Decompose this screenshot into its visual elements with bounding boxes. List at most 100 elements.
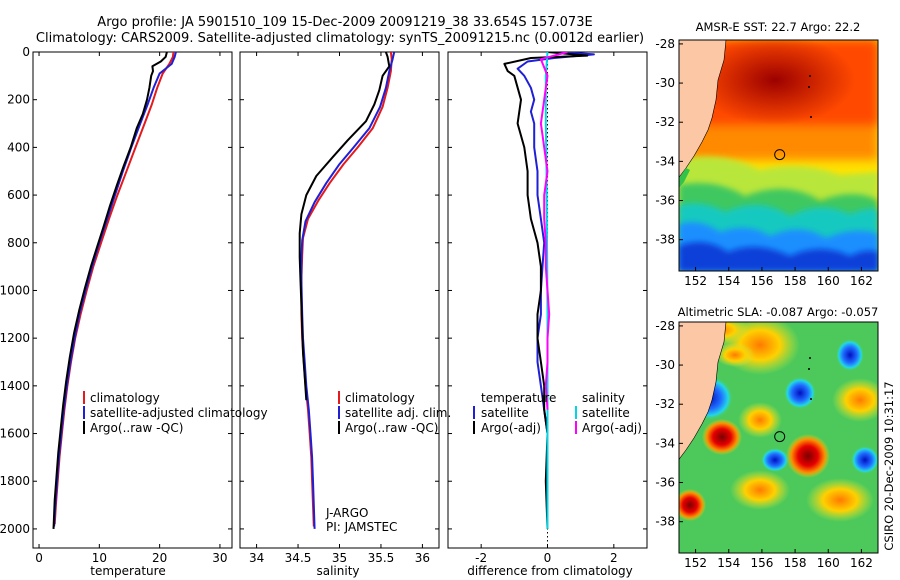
map-y-tick-label: -30: [655, 358, 675, 372]
y-tick-label: 1000: [0, 283, 30, 297]
map-x-tick-label: 156: [750, 556, 773, 570]
map-x-tick-label: 162: [850, 274, 873, 288]
map-x-tick-label: 152: [684, 274, 707, 288]
y-tick-label: 1200: [0, 331, 30, 345]
x-tick-label: 36: [415, 551, 430, 565]
series-line-climatology: [53, 52, 175, 525]
legend-argo: Argo(..raw -QC): [345, 421, 438, 435]
sla-argo-marker: [774, 431, 786, 443]
temperature-legend: climatology satellite-adjusted climatolo…: [83, 391, 268, 435]
legend-sal-argo: Argo(-adj): [582, 421, 642, 435]
difference-ticks: -2 0 2: [448, 51, 647, 565]
map-x-tick-label: 154: [717, 274, 740, 288]
difference-panel: -2 0 2 difference from climatology tempera…: [447, 51, 648, 578]
x-tick-label: 30: [212, 551, 227, 565]
legend-satellite-adj: satellite adj. clim.: [345, 406, 451, 420]
x-tick-label: 34.5: [285, 551, 312, 565]
figure-title-line1: Argo profile: JA 5901510_109 15-Dec-2009…: [97, 15, 592, 30]
y-tick-label: 1600: [0, 427, 30, 441]
salinity-xlabel: salinity: [316, 564, 359, 578]
difference-series: [503, 52, 595, 529]
y-tick-label: 2000: [0, 522, 30, 536]
difference-legend: temperature satellite Argo(-adj) salinit…: [473, 391, 642, 435]
salinity-panel: 34 34.5 35 35.5 36 salinity climatology sate…: [239, 51, 451, 578]
x-tick-label: 35: [332, 551, 347, 565]
map-y-tick-label: -34: [655, 154, 675, 168]
legend-temp-argo: Argo(-adj): [481, 421, 541, 435]
series-line-satellite-adj-clim: [300, 52, 396, 529]
map-y-tick-label: -38: [655, 233, 675, 247]
argo-pi-label: PI: JAMSTEC: [326, 520, 397, 534]
sst-field: [679, 40, 878, 271]
legend-temperature-header: temperature: [481, 391, 556, 405]
y-tick-label: 600: [7, 188, 30, 202]
credit-label: CSIRO 20-Dec-2009 10:31:17: [882, 381, 896, 550]
series-line-temperature-argo-adj: [503, 52, 589, 529]
map-x-tick-label: 152: [684, 556, 707, 570]
map-y-tick-label: -30: [655, 76, 675, 90]
map-y-tick-label: -28: [655, 37, 675, 51]
legend-salinity-header: salinity: [582, 391, 625, 405]
legend-argo: Argo(..raw -QC): [90, 421, 183, 435]
x-tick-label: 10: [92, 551, 107, 565]
series-line-salinity-argo-adj: [539, 52, 568, 410]
y-tick-label: 800: [7, 236, 30, 250]
sst-map-frame: [678, 39, 879, 272]
temperature-series: [52, 52, 177, 529]
map-y-tick-label: -34: [655, 436, 675, 450]
sst-map-ticks: 152 154 156 158 160 162 -28 -30 -32 -34 -36 -38: [655, 37, 872, 288]
legend-climatology: climatology: [345, 391, 415, 405]
map-y-tick-label: -36: [655, 194, 675, 208]
difference-xlabel: difference from climatology: [467, 564, 633, 578]
x-tick-label: 35.5: [368, 551, 395, 565]
salinity-legend: climatology satellite adj. clim. Argo(..…: [338, 391, 451, 435]
legend-temp-satellite: satellite: [481, 406, 529, 420]
map-y-tick-label: -32: [655, 115, 675, 129]
salinity-series: [298, 52, 396, 529]
x-tick-label: -2: [475, 551, 487, 565]
salinity-axes-frame: [239, 51, 440, 549]
legend-satellite-adjusted: satellite-adjusted climatology: [90, 406, 268, 420]
map-x-tick-label: 160: [817, 556, 840, 570]
series-line-satellite-adjusted-climatology: [53, 52, 177, 527]
temperature-axes-frame: [32, 51, 233, 549]
x-tick-label: 2: [610, 551, 618, 565]
temperature-xlabel: temperature: [90, 564, 165, 578]
series-line-argo-raw-qc: [52, 52, 168, 529]
map-y-tick-label: -36: [655, 476, 675, 490]
y-tick-label: 1800: [0, 474, 30, 488]
y-tick-label: 0: [22, 45, 30, 59]
y-tick-label: 400: [7, 140, 30, 154]
series-line-argo-raw-qc: [298, 52, 391, 401]
x-tick-label: 0: [544, 551, 552, 565]
argo-program-label: J-ARGO: [325, 506, 368, 520]
sst-argo-marker: [774, 149, 786, 161]
map-y-tick-label: -28: [655, 319, 675, 333]
map-x-tick-label: 156: [750, 274, 773, 288]
sla-map-frame: [678, 321, 879, 554]
sla-field: [679, 322, 878, 553]
figure-title-line2: Climatology: CARS2009. Satellite-adjuste…: [36, 31, 644, 46]
series-line-climatology: [300, 52, 393, 527]
sla-map: Altimetric SLA: -0.087 Argo: -0.057 152 1…: [655, 305, 879, 570]
x-tick-label: 0: [35, 551, 43, 565]
map-x-tick-label: 158: [784, 274, 807, 288]
sst-map-title: AMSR-E SST: 22.7 Argo: 22.2: [696, 20, 861, 34]
temperature-panel: 0 10 20 30 0 200 400 600 800 1000 1200 1400 1600 1800…: [0, 45, 268, 578]
salinity-ticks: 34 34.5 35 35.5 36: [240, 51, 439, 565]
map-x-tick-label: 158: [784, 556, 807, 570]
map-x-tick-label: 162: [850, 556, 873, 570]
sst-map: AMSR-E SST: 22.7 Argo: 22.2 152 154 156 158…: [655, 20, 879, 288]
sla-map-title: Altimetric SLA: -0.087 Argo: -0.057: [678, 305, 879, 319]
legend-sal-satellite: satellite: [582, 406, 630, 420]
series-line-temperature-satellite: [516, 52, 595, 529]
x-tick-label: 20: [152, 551, 167, 565]
temperature-ticks: 0 10 20 30 0 200 400 600 800 1000 1200 1400 1600 1800…: [0, 45, 232, 565]
sla-map-ticks: 152 154 156 158 160 162 -28 -30 -32 -34 -36 -38: [655, 319, 872, 570]
map-y-tick-label: -38: [655, 515, 675, 529]
y-tick-label: 1400: [0, 379, 30, 393]
y-tick-label: 200: [7, 93, 30, 107]
legend-climatology: climatology: [90, 391, 160, 405]
map-y-tick-label: -32: [655, 397, 675, 411]
map-x-tick-label: 154: [717, 556, 740, 570]
